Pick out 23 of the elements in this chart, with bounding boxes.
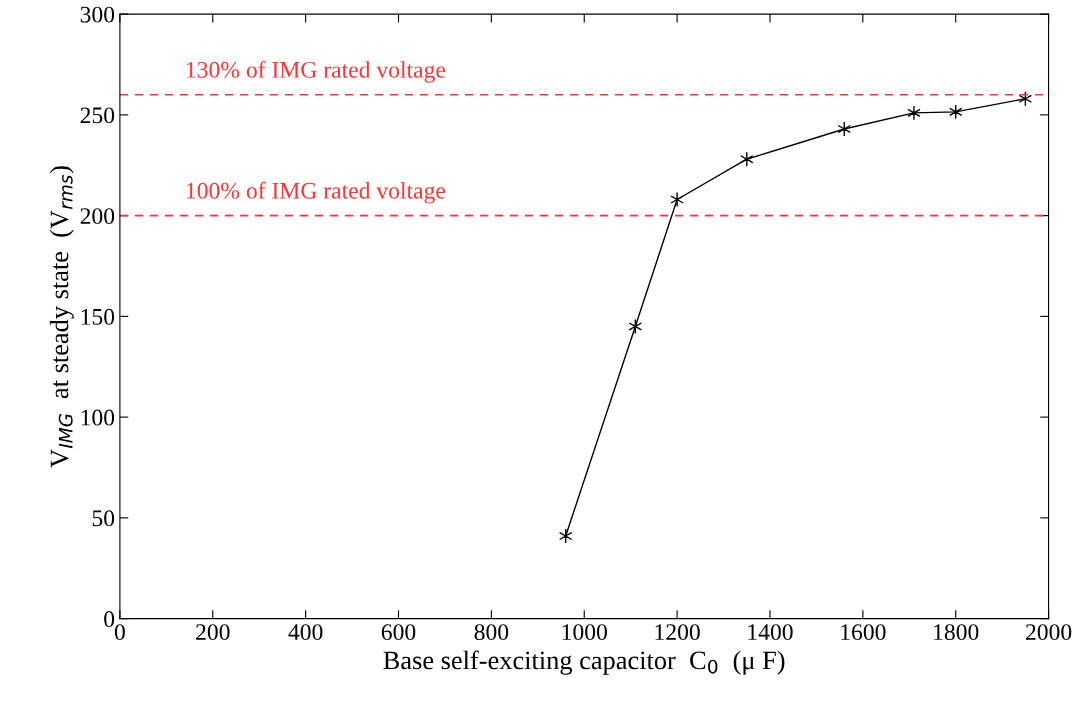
x-tick-label: 200: [196, 624, 230, 641]
y-tick-label: 150: [81, 308, 115, 325]
x-tick-label: 2000: [1026, 624, 1072, 641]
y-tick-label: 200: [80, 208, 115, 225]
y-tick-label: 0: [104, 611, 115, 628]
y-tick-label: 250: [80, 107, 115, 124]
ref-line-label: 100% of IMG rated voltage: [186, 181, 446, 204]
x-tick-label: 1200: [655, 624, 700, 641]
x-tick-label: 600: [381, 624, 416, 641]
x-tick-label: 800: [474, 624, 509, 641]
y-axis-title: V$_{IMG}$ at steady state (V$_{rms}$): [49, 166, 74, 468]
y-tick-label: 100: [81, 409, 115, 426]
x-tick-label: 1600: [841, 624, 886, 641]
point: [670, 191, 684, 208]
x-tick-label: 1000: [562, 624, 607, 641]
x-tick-label: 400: [288, 624, 323, 641]
x-tick-label: 1800: [934, 624, 979, 641]
y-tick-label: 50: [92, 510, 115, 527]
x-axis-title: Base self-exciting capacitor C$_{0}$ (μ F): [383, 650, 785, 675]
ref-line-label: 130% of IMG rated voltage: [186, 60, 446, 83]
point: [907, 105, 921, 121]
x-tick-label: 1400: [748, 624, 793, 641]
y-tick-label: 300: [80, 6, 115, 23]
